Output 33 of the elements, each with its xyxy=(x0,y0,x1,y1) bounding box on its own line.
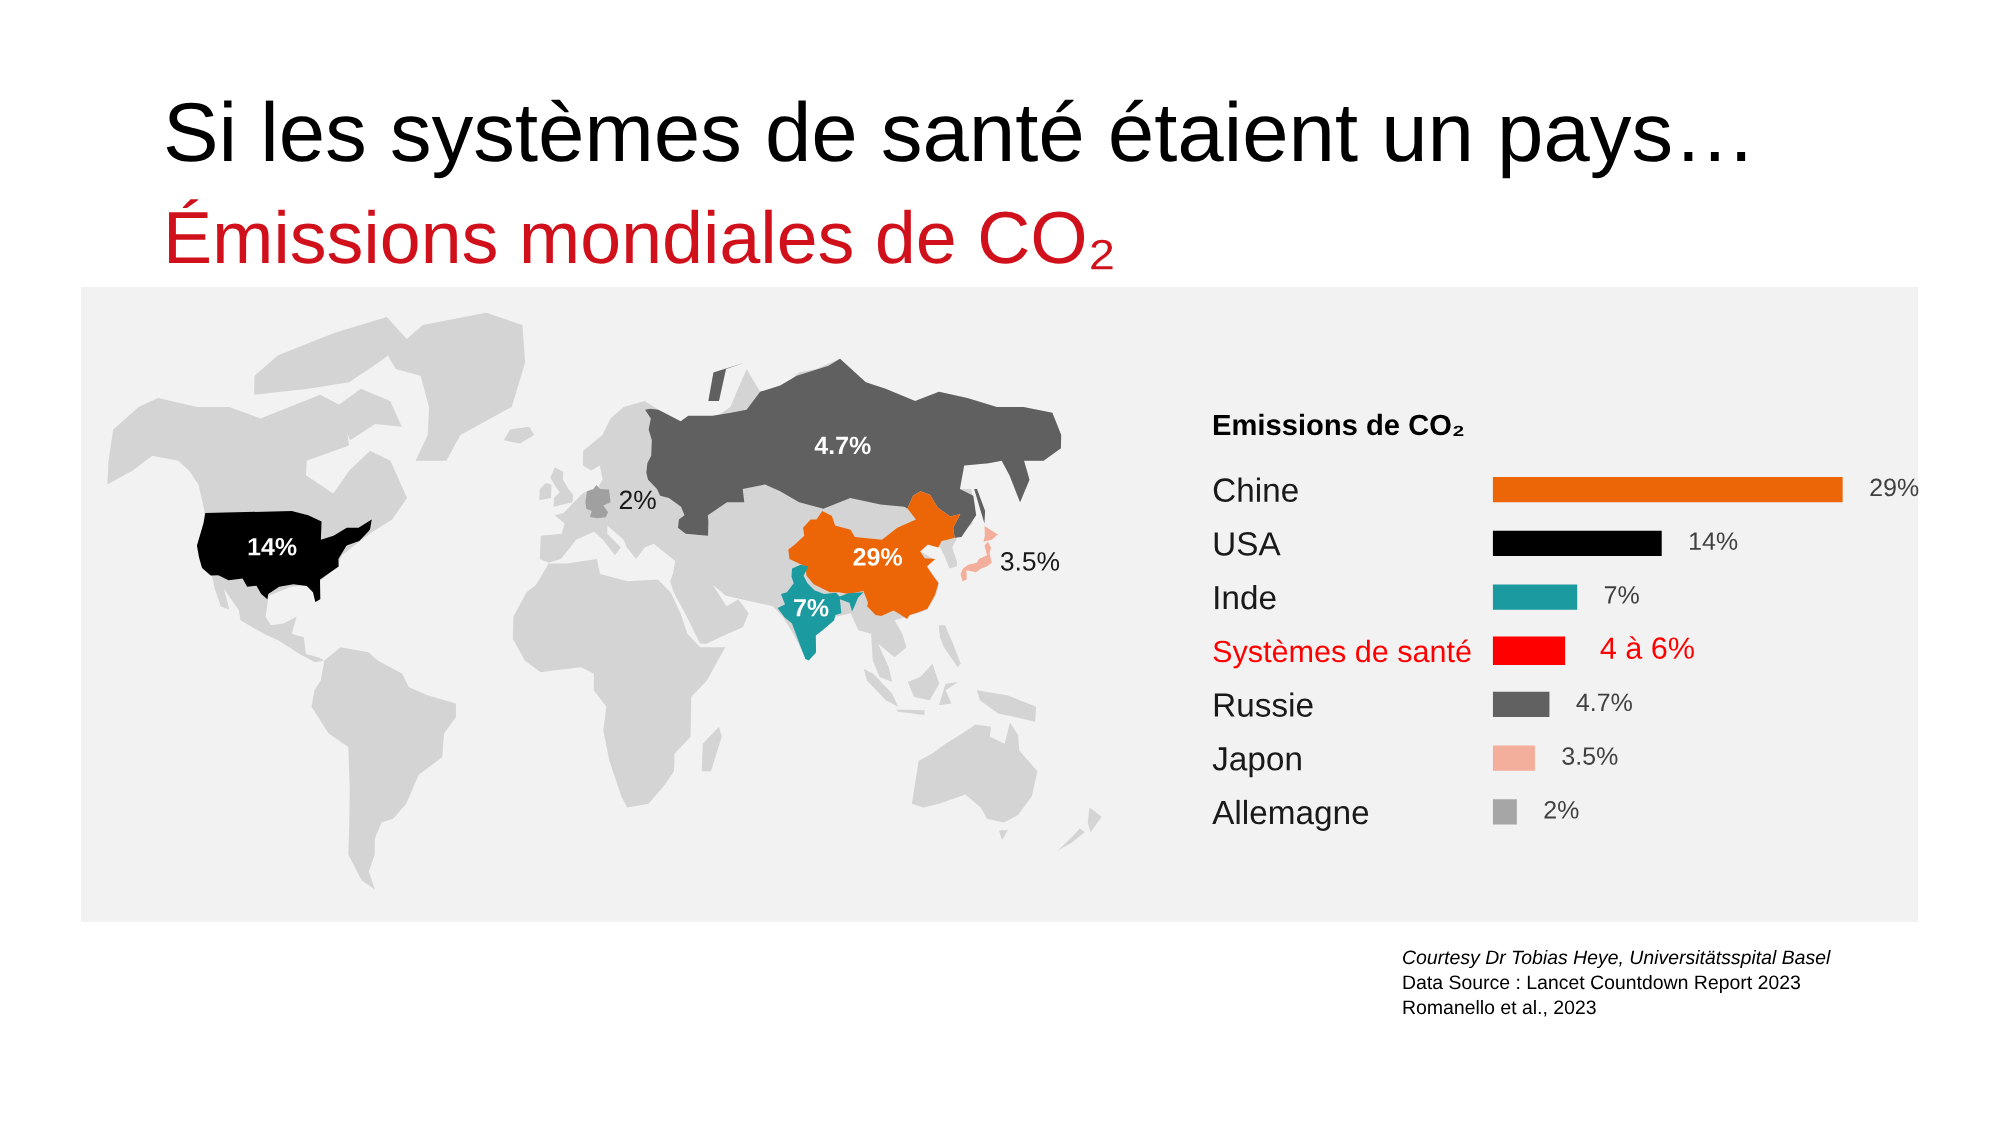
bar xyxy=(1492,745,1535,771)
y-tick-label: Inde xyxy=(1215,584,1276,610)
bar xyxy=(1492,799,1517,825)
bar xyxy=(1492,636,1566,665)
y-tick-label: Japon xyxy=(1212,747,1301,778)
data-label: 4.7% xyxy=(1576,693,1632,712)
y-tick-label: Allemagne xyxy=(1212,799,1369,831)
bar xyxy=(1492,530,1662,556)
chart-title: Emissions de CO₂ xyxy=(1213,413,1464,436)
bar xyxy=(1492,584,1578,610)
data-label: 2% xyxy=(1544,800,1579,819)
text: 3.5% xyxy=(1000,552,1060,571)
y-tick-label: Systèmes de santé xyxy=(1213,639,1471,669)
text: 29% xyxy=(853,548,903,566)
text: Courtesy Dr Tobias Heye, Universitätsspital Basel xyxy=(1403,949,1831,969)
text: Émissions mondiales de CO₂ xyxy=(169,199,1113,270)
y-tick-label: USA xyxy=(1214,532,1281,556)
y-tick-label: Chine xyxy=(1213,477,1298,502)
data-label: 4 à 6% xyxy=(1600,636,1694,659)
y-tick-label: Russie xyxy=(1214,692,1313,717)
text: 4.7% xyxy=(814,436,871,455)
data-label: 14% xyxy=(1690,532,1738,550)
text: Si les systèmes de santé étaient un pays… xyxy=(166,99,1746,179)
data-label: 7% xyxy=(1604,586,1639,604)
text: Romanello et al., 2023 xyxy=(1403,999,1596,1017)
data-label: 29% xyxy=(1870,478,1919,497)
bar xyxy=(1492,476,1843,503)
text: 2% xyxy=(619,490,656,510)
data-label: 3.5% xyxy=(1562,747,1618,765)
text: 7% xyxy=(794,598,829,617)
text: 14% xyxy=(248,537,297,556)
source-note: Data Source : Lancet Countdown Report 2023 xyxy=(1403,974,1801,994)
bar xyxy=(1492,691,1550,718)
